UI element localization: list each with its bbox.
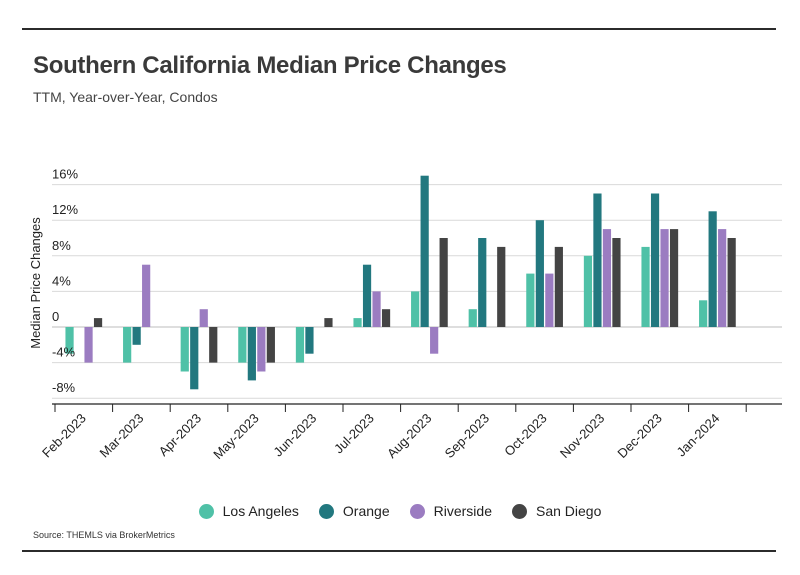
bar (93, 318, 103, 327)
legend-swatch (198, 503, 214, 519)
x-tick-label: Apr-2023 (156, 411, 204, 459)
x-tick-label: Nov-2023 (557, 411, 607, 461)
gridlines (52, 184, 782, 399)
x-tick-label: Jun-2023 (270, 411, 319, 460)
bar (545, 273, 554, 327)
legend-item: Los Angeles (198, 503, 299, 519)
bar (669, 229, 679, 327)
bar (727, 238, 736, 327)
bar (247, 327, 256, 381)
bar (593, 193, 602, 327)
bar (295, 327, 305, 363)
bar (180, 327, 189, 372)
bar (411, 291, 420, 327)
bar (209, 327, 218, 363)
bar (132, 327, 141, 345)
bar (266, 327, 275, 363)
x-tick-label: Aug-2023 (384, 411, 434, 461)
x-tick-label: Feb-2023 (39, 411, 89, 461)
bar (718, 229, 727, 327)
bars (65, 175, 736, 390)
bar (497, 246, 506, 327)
bar (478, 238, 487, 327)
legend-label: Riverside (433, 503, 492, 519)
bar (439, 238, 448, 327)
x-tick-label: Dec-2023 (614, 411, 664, 461)
bar (650, 193, 660, 327)
chart-subtitle: TTM, Year-over-Year, Condos (33, 89, 218, 105)
legend-item: Riverside (409, 503, 492, 519)
bar (526, 273, 535, 327)
x-tick-label: Oct-2023 (501, 411, 549, 459)
bar (535, 220, 544, 327)
x-tick-label: Jul-2023 (331, 411, 377, 457)
source-note: Source: THEMLS via BrokerMetrics (33, 530, 175, 540)
y-tick-label: 12% (52, 202, 78, 217)
bar (199, 309, 208, 327)
legend-item: San Diego (511, 503, 602, 519)
bar (362, 264, 372, 327)
bar (660, 229, 669, 327)
bar (420, 175, 429, 327)
bar (65, 327, 74, 354)
y-tick-label: -8% (52, 380, 76, 395)
legend-swatch (318, 503, 334, 519)
bar (190, 327, 199, 390)
x-tick-label: Sep-2023 (442, 411, 492, 461)
bar (381, 309, 391, 327)
bar (238, 327, 247, 363)
legend-swatch (409, 503, 425, 519)
legend-item: Orange (318, 503, 390, 519)
chart-title: Southern California Median Price Changes (33, 52, 507, 79)
bar (602, 229, 612, 327)
bar (583, 255, 593, 327)
x-tick-label: May-2023 (210, 411, 261, 462)
y-tick-label: 0 (52, 309, 59, 324)
bar (324, 318, 333, 327)
legend-label: San Diego (535, 503, 602, 519)
x-tick-label: Mar-2023 (97, 411, 147, 461)
bar (123, 327, 132, 363)
bar (641, 246, 650, 327)
y-tick-label: 8% (52, 238, 71, 253)
y-tick-label: 4% (52, 273, 71, 288)
legend-label: Orange (342, 503, 390, 519)
bar (305, 327, 314, 354)
y-tick-label: 16% (52, 167, 78, 182)
bar (142, 264, 151, 327)
bar (257, 327, 266, 372)
bar (468, 309, 477, 327)
x-tick-label: Jan-2024 (674, 411, 723, 460)
bar (708, 211, 717, 327)
legend: Los Angeles Orange Riverside San Diego (0, 503, 800, 519)
bar (699, 300, 708, 327)
bar (430, 327, 439, 354)
bar (372, 291, 381, 327)
y-axis-label: Median Price Changes (28, 217, 43, 349)
bar (554, 246, 563, 327)
legend-label: Los Angeles (222, 503, 299, 519)
y-tick-label: -4% (52, 345, 76, 360)
legend-swatch (511, 503, 527, 519)
bar (84, 327, 93, 363)
bar (612, 238, 621, 327)
bar (353, 318, 362, 327)
